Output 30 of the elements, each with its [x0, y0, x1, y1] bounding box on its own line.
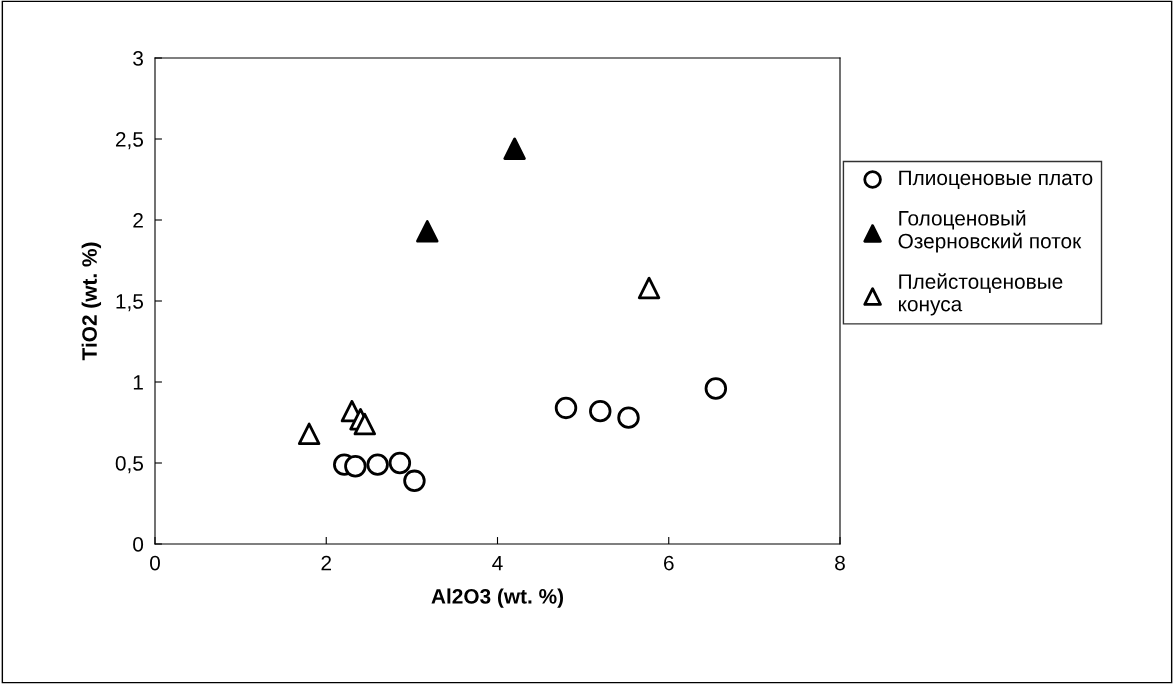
y-tick-label: 1	[133, 375, 143, 390]
y-tick-label: 1,5	[116, 294, 144, 312]
y-tick-label: 0,5	[115, 456, 144, 474]
point	[554, 396, 578, 420]
point	[344, 455, 367, 478]
point	[388, 451, 412, 475]
x-tick-label: 0	[150, 555, 160, 571]
point	[503, 137, 526, 160]
y-tick-label: 2,5	[115, 132, 144, 150]
point	[416, 220, 439, 243]
x-tick-label: 2	[321, 555, 331, 571]
legend-label: Плейстоценовые конуса	[898, 273, 1063, 316]
point	[637, 276, 661, 300]
y-axis-title: TiO2 (wt. %)	[81, 242, 102, 361]
y-tick-label: 2	[133, 213, 143, 228]
x-tick-label: 8	[835, 555, 845, 571]
point	[589, 399, 612, 423]
x-tick-label: 4	[492, 555, 503, 571]
legend-label: Плиоценовые плато	[899, 170, 1093, 190]
x-axis-title: Al2O3 (wt. %)	[431, 588, 564, 608]
point	[617, 406, 640, 429]
point	[297, 422, 321, 446]
point	[403, 469, 426, 493]
y-tick-label: 0	[133, 537, 144, 552]
point	[366, 453, 389, 476]
y-tick-label: 3	[133, 51, 143, 66]
point	[353, 412, 376, 436]
x-tick-label: 6	[664, 555, 674, 571]
legend-label: Голоценовый Озерновский поток	[898, 209, 1082, 253]
point	[704, 377, 728, 400]
